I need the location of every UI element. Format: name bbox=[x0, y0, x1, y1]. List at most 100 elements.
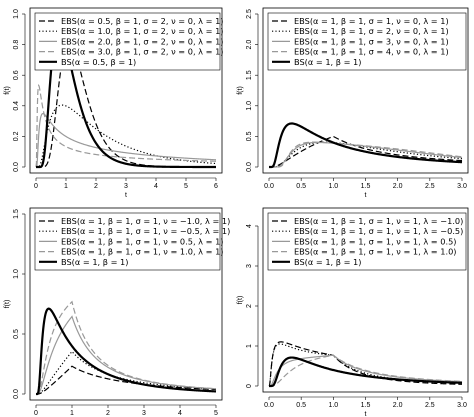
y-tick-label: 2.0 bbox=[246, 40, 253, 50]
y-tick-label: 3 bbox=[246, 264, 253, 268]
series-line-5 bbox=[269, 356, 463, 388]
legend-box bbox=[267, 212, 467, 271]
legend-entry: EBS(α = 1, β = 1, σ = 1, ν = 1, λ = −0.5… bbox=[294, 226, 463, 236]
x-axis-label: t bbox=[365, 411, 367, 417]
plot-frame bbox=[262, 207, 469, 393]
x-tick-label: 1.5 bbox=[361, 183, 371, 190]
x-tick-label: 2.0 bbox=[393, 402, 403, 409]
legend-entry: EBS(α = 3.0, β = 1, σ = 2, ν = 0, λ = 1) bbox=[61, 47, 223, 57]
y-axis-label: f(t) bbox=[237, 296, 244, 305]
x-tick-label: 2 bbox=[94, 183, 98, 190]
series-line-5 bbox=[269, 122, 463, 169]
plot-frame bbox=[262, 7, 469, 174]
legend-entry: EBS(α = 1, β = 1, σ = 1, ν = −0.5, λ = 1… bbox=[61, 226, 230, 236]
x-tick-label: 3 bbox=[142, 410, 146, 417]
series-line-4 bbox=[269, 354, 463, 387]
x-tick-label: 0 bbox=[34, 183, 38, 190]
y-axis-label: f(t) bbox=[237, 86, 244, 95]
legend-entry: EBS(α = 2.0, β = 1, σ = 2, ν = 0, λ = 1) bbox=[61, 36, 223, 46]
y-tick-label: 0.2 bbox=[13, 131, 20, 141]
x-tick-label: 0.5 bbox=[296, 183, 306, 190]
series-line-1 bbox=[268, 341, 463, 387]
x-tick-label: 5 bbox=[214, 410, 218, 417]
series-line-2 bbox=[36, 104, 217, 168]
legend-entry: EBS(α = 1, β = 1, σ = 2, ν = 0, λ = 1) bbox=[294, 26, 449, 36]
x-tick-label: 5 bbox=[184, 183, 188, 190]
legend-entry: EBS(α = 1.0, β = 1, σ = 2, ν = 0, λ = 1) bbox=[61, 26, 223, 36]
legend-box bbox=[34, 212, 221, 271]
legend-entry: EBS(α = 1, β = 1, σ = 1, ν = 0.5, λ = 1) bbox=[61, 236, 223, 246]
series-line-1 bbox=[269, 135, 463, 168]
legend: EBS(α = 1, β = 1, σ = 1, ν = 1, λ = −1.0… bbox=[267, 212, 467, 271]
x-tick-label: 3 bbox=[124, 183, 128, 190]
legend-entry: EBS(α = 1, β = 1, σ = 1, ν = 1.0, λ = 1) bbox=[61, 247, 223, 257]
series-line-3 bbox=[36, 315, 217, 395]
legend: EBS(α = 1, β = 1, σ = 1, ν = 0, λ = 1)EB… bbox=[267, 12, 467, 71]
y-tick-label: 0.5 bbox=[246, 131, 253, 141]
panel-2: 0.0 0.5 1.0 1.5 2.0 2.5 3.0 0.0 0.5 1.0 1.5 2.0 2.5 t… bbox=[237, 7, 469, 199]
series-line-1 bbox=[36, 365, 217, 395]
y-tick-label: 0.0 bbox=[13, 389, 20, 399]
y-tick-label: 1.5 bbox=[13, 209, 20, 219]
y-tick-label: 1 bbox=[246, 344, 253, 348]
plot-frame bbox=[29, 207, 223, 401]
y-tick-label: 1.0 bbox=[246, 101, 253, 111]
legend-entry: EBS(α = 1, β = 1, σ = 3, ν = 0, λ = 1) bbox=[294, 36, 449, 46]
x-tick-label: 4 bbox=[154, 183, 158, 190]
x-tick-label: 1.5 bbox=[361, 402, 371, 409]
x-tick-label: 0 bbox=[34, 410, 38, 417]
legend-entry: EBS(α = 0.5, β = 1, σ = 2, ν = 0, λ = 1) bbox=[61, 16, 223, 26]
plot-frame bbox=[29, 7, 223, 174]
x-tick-label: 2.0 bbox=[393, 183, 403, 190]
x-tick-label: 1.0 bbox=[328, 183, 338, 190]
x-tick-label: 4 bbox=[178, 410, 182, 417]
panel-4: 0.0 0.5 1.0 1.5 2.0 2.5 3.0 0 1 2 3 4 t f(t) EBS(α = 1… bbox=[237, 207, 469, 417]
y-tick-label: 0.0 bbox=[246, 162, 253, 172]
legend: EBS(α = 1, β = 1, σ = 1, ν = −1.0, λ = 1… bbox=[34, 212, 230, 271]
y-tick-label: 2.5 bbox=[246, 9, 253, 19]
y-tick-label: 0.6 bbox=[13, 70, 20, 80]
x-tick-label: 1 bbox=[70, 410, 74, 417]
legend-entry: EBS(α = 1, β = 1, σ = 1, ν = 1, λ = −1.0… bbox=[294, 216, 463, 226]
legend-entry: BS(α = 0.5, β = 1) bbox=[61, 57, 136, 67]
x-axis-label: t bbox=[125, 192, 127, 199]
x-tick-label: 3.0 bbox=[457, 183, 467, 190]
y-axis-label: f(t) bbox=[4, 86, 11, 95]
legend-entry: EBS(α = 1, β = 1, σ = 1, ν = −1.0, λ = 1… bbox=[61, 216, 230, 226]
x-tick-label: 1.0 bbox=[328, 402, 338, 409]
legend-box bbox=[267, 12, 467, 71]
panel-1: 0 1 2 3 4 5 6 0.0 0.2 0.4 0.6 0.8 1.0 t f(t) EBS(α = 0.… bbox=[4, 7, 223, 199]
x-tick-label: 2 bbox=[106, 410, 110, 417]
x-tick-label: 1 bbox=[64, 183, 68, 190]
series-line-4 bbox=[269, 141, 463, 168]
y-tick-label: 0.5 bbox=[13, 329, 20, 339]
y-tick-label: 2 bbox=[246, 304, 253, 308]
legend-box bbox=[34, 12, 221, 71]
series-line-4 bbox=[35, 83, 217, 168]
y-tick-label: 0.4 bbox=[13, 101, 20, 111]
series-line-4 bbox=[36, 300, 217, 395]
legend-entry: EBS(α = 1, β = 1, σ = 4, ν = 0, λ = 1) bbox=[294, 47, 449, 57]
y-tick-label: 1.0 bbox=[13, 9, 20, 19]
x-tick-label: 6 bbox=[214, 183, 218, 190]
x-tick-label: 3.0 bbox=[457, 402, 467, 409]
legend: EBS(α = 0.5, β = 1, σ = 2, ν = 0, λ = 1)… bbox=[34, 12, 223, 71]
x-tick-label: 2.5 bbox=[425, 402, 435, 409]
legend-entry: EBS(α = 1, β = 1, σ = 1, ν = 0, λ = 1) bbox=[294, 16, 449, 26]
legend-entry: BS(α = 1, β = 1) bbox=[294, 57, 361, 67]
series-line-5 bbox=[36, 307, 217, 396]
y-axis-label: f(t) bbox=[4, 300, 11, 309]
x-tick-label: 2.5 bbox=[425, 183, 435, 190]
legend-entry: BS(α = 1, β = 1) bbox=[61, 257, 128, 267]
legend-entry: BS(α = 1, β = 1) bbox=[294, 257, 361, 267]
y-tick-label: 1.0 bbox=[13, 269, 20, 279]
y-tick-label: 1.5 bbox=[246, 70, 253, 80]
x-tick-label: 0.5 bbox=[296, 402, 306, 409]
x-tick-label: 0.0 bbox=[264, 402, 274, 409]
y-tick-label: 4 bbox=[246, 224, 253, 228]
y-tick-label: 0.8 bbox=[13, 40, 20, 50]
series-line-3 bbox=[35, 112, 217, 168]
x-axis-label: t bbox=[365, 192, 367, 199]
